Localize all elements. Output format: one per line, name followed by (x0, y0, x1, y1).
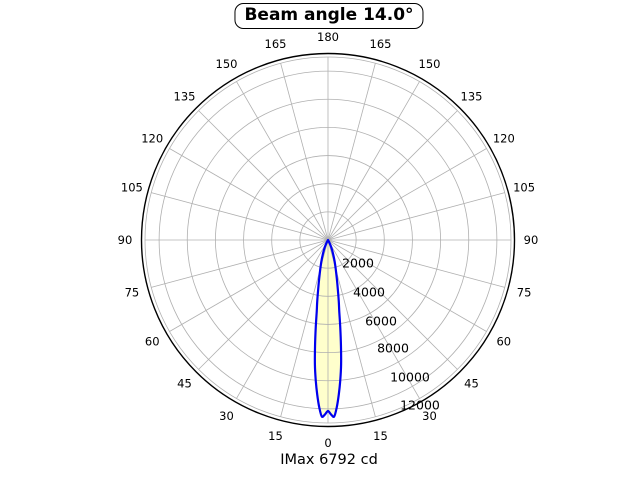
angle-tick-label: 60 (145, 335, 160, 349)
angle-tick-label: 135 (174, 90, 196, 104)
angle-tick-label: 30 (422, 409, 437, 423)
angle-tick-label: 90 (524, 233, 539, 247)
angle-tick-label: 180 (317, 30, 339, 44)
angle-tick-label: 105 (121, 181, 143, 195)
grid-spoke (327, 110, 458, 241)
grid-spoke (327, 239, 487, 332)
beam-lobe-outline-layer (313, 238, 343, 418)
grid-spoke (327, 239, 420, 399)
angle-tick-label: 15 (268, 429, 283, 443)
angle-tick-label: 75 (125, 286, 140, 300)
boundary-layer (140, 52, 516, 428)
angle-tick-label: 90 (118, 233, 133, 247)
angle-tick-label: 165 (265, 37, 287, 51)
grid-spoke (327, 239, 458, 370)
grid-spoke (327, 239, 505, 288)
radial-tick-label: 12000 (400, 398, 440, 413)
radial-tick-label: 4000 (353, 285, 385, 300)
radial-tick-label: 6000 (365, 314, 397, 329)
angle-tick-label: 120 (141, 132, 163, 146)
grid-spoke (169, 239, 329, 332)
grid-spoke (198, 239, 329, 370)
grid-spoke (327, 148, 487, 241)
grid-spoke (327, 192, 505, 241)
radial-tick-label: 10000 (390, 370, 430, 385)
grid-spoke (151, 192, 329, 241)
grid-spoke (327, 81, 420, 241)
angle-tick-label: 45 (464, 377, 479, 391)
angle-tick-label: 75 (517, 286, 532, 300)
angle-tick-labels: 0 15 15 30 30 45 45 60 60 75 75 90 90 105 105 120 120 135… (118, 30, 539, 450)
angle-spokes (145, 57, 511, 423)
polar-boundary (140, 52, 516, 428)
grid-spoke (280, 63, 329, 241)
grid-spoke (327, 63, 376, 241)
angle-tick-label: 30 (219, 409, 234, 423)
chart-title: Beam angle 14.0° (234, 3, 424, 29)
beam-lobe-outline (313, 238, 343, 418)
angle-tick-label: 0 (324, 436, 331, 450)
angle-tick-label: 120 (493, 132, 515, 146)
angle-tick-label: 15 (373, 429, 388, 443)
angle-tick-label: 105 (513, 181, 535, 195)
angle-tick-label: 60 (496, 335, 511, 349)
angle-tick-label: 165 (370, 37, 392, 51)
angle-tick-label: 150 (419, 57, 441, 71)
angle-tick-label: 135 (461, 90, 483, 104)
radial-tick-labels: 2000 4000 6000 8000 10000 12000 (342, 256, 440, 413)
grid-spoke (151, 239, 329, 288)
grid-spoke (236, 81, 329, 241)
radial-tick-label: 8000 (377, 341, 409, 356)
grid-spoke (236, 239, 329, 399)
grid-spoke (198, 110, 329, 241)
imax-label: IMax 6792 cd (280, 452, 378, 468)
grid-spoke (169, 148, 329, 241)
angle-tick-label: 45 (177, 377, 192, 391)
angle-tick-label: 150 (216, 57, 238, 71)
radial-tick-label: 2000 (342, 256, 374, 271)
